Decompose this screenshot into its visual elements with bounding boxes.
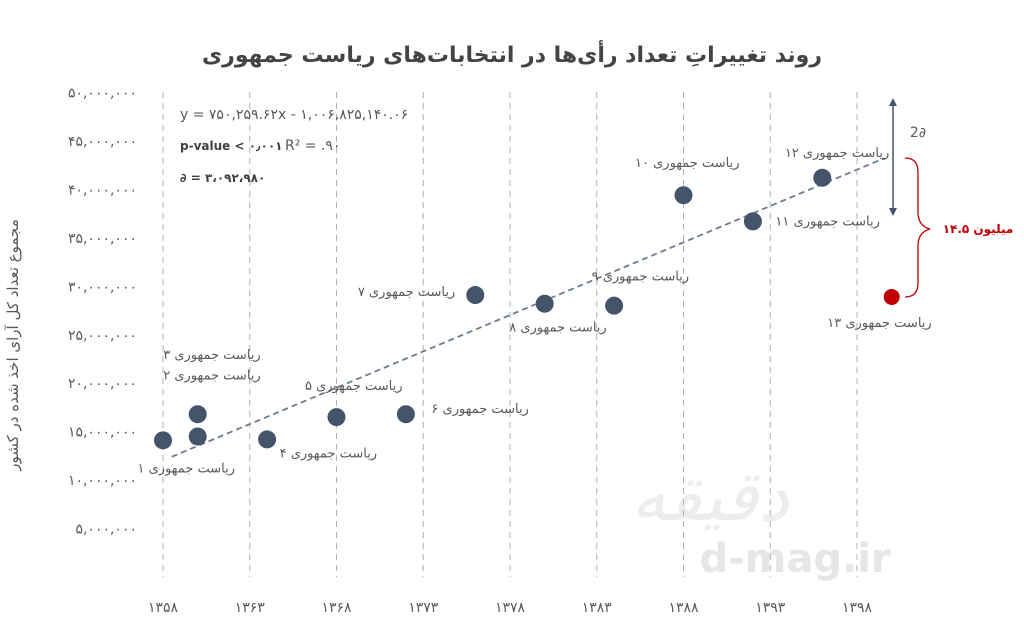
- gridlines: [162, 92, 858, 577]
- arrow-up-icon: [889, 98, 897, 106]
- data-point: [154, 431, 172, 450]
- watermark-logo: دقیقه: [631, 455, 791, 537]
- point-label: ریاست جمهوری ۱: [138, 461, 235, 476]
- gap-label: ۱۴.۵ میلیون: [943, 222, 1014, 237]
- gap-bracket: [904, 157, 931, 298]
- x-tick-label: ۱۳۹۳: [755, 600, 786, 616]
- x-tick-label: ۱۳۷۸: [495, 600, 526, 616]
- point-label: ریاست جمهوری ۶: [431, 402, 528, 417]
- data-point: [535, 294, 554, 313]
- point-label: ریاست جمهوری ۷: [358, 285, 455, 300]
- y-tick-labels: ۵,۰۰۰,۰۰۰ ۱۰,۰۰۰,۰۰۰ ۱۵,۰۰۰,۰۰۰ ۲۰,۰۰۰,۰۰۰ ۲…: [68, 86, 137, 538]
- point-label: ریاست جمهوری ۵: [305, 379, 402, 394]
- x-tick-labels: ۱۳۵۸ ۱۳۶۳ ۱۳۶۸ ۱۳۷۳ ۱۳۷۸ ۱۳۸۳ ۱۳۸۸ ۱۳۹۳ ۱۳۹۸: [148, 600, 873, 616]
- data-point: [674, 186, 693, 205]
- y-axis-label: مجموع تعداد کل آرای اخذ شده در کشور: [4, 219, 22, 471]
- p-value-label: p-value < ۰٫۰۰۱: [180, 139, 283, 153]
- data-points: [154, 168, 900, 450]
- data-point: [813, 168, 832, 187]
- data-point: [258, 430, 277, 449]
- x-tick-label: ۱۳۸۸: [668, 600, 699, 616]
- y-tick-label: ۵۰,۰۰۰,۰۰۰: [68, 86, 137, 102]
- point-label: ریاست جمهوری ۱۳: [827, 316, 931, 331]
- y-tick-label: ۱۵,۰۰۰,۰۰۰: [68, 425, 137, 441]
- x-tick-label: ۱۳۸۳: [582, 600, 613, 616]
- point-label: ریاست جمهوری ۸: [509, 321, 606, 336]
- highlight-point: [883, 288, 900, 305]
- y-tick-label: ۲۰,۰۰۰,۰۰۰: [68, 376, 137, 392]
- x-tick-label: ۱۳۶۳: [235, 600, 266, 616]
- y-tick-label: ۴۰,۰۰۰,۰۰۰: [68, 182, 137, 198]
- point-label: ریاست جمهوری ۱۲: [785, 146, 889, 161]
- two-sigma-label: 2∂: [910, 125, 926, 141]
- data-point: [396, 405, 415, 424]
- point-labels: ریاست جمهوری ۱ ریاست جمهوری ۲ ریاست جمهوری…: [138, 146, 932, 477]
- watermark-site: d-mag.ir: [699, 536, 890, 582]
- point-label: ریاست جمهوری ۳: [163, 348, 260, 363]
- y-tick-label: ۳۵,۰۰۰,۰۰۰: [68, 231, 137, 247]
- trend-equation: y = ۷۵۰,۲۵۹.۶۲x - ۱,۰۰۶,۸۲۵,۱۴۰.۰۶: [180, 107, 408, 123]
- y-tick-label: ۲۵,۰۰۰,۰۰۰: [68, 328, 137, 344]
- sigma-label: ∂ = ۳،۰۹۲،۹۸۰: [180, 171, 265, 185]
- x-tick-label: ۱۳۷۳: [408, 600, 439, 616]
- point-label: ریاست جمهوری ۹: [592, 270, 689, 285]
- y-tick-label: ۴۵,۰۰۰,۰۰۰: [68, 134, 137, 150]
- y-tick-label: ۳۰,۰۰۰,۰۰۰: [68, 279, 137, 295]
- point-label: ریاست جمهوری ۲: [163, 368, 260, 383]
- x-tick-label: ۱۳۵۸: [148, 600, 179, 616]
- point-label: ریاست جمهوری ۱۱: [775, 214, 879, 229]
- y-tick-label: ۱۰,۰۰۰,۰۰۰: [68, 473, 137, 489]
- data-point: [743, 212, 762, 231]
- data-point: [466, 286, 485, 305]
- data-point: [188, 427, 207, 446]
- chart-title: روند تغییراتِ تعداد رأی‌ها در انتخابات‌ه…: [202, 39, 822, 68]
- y-tick-label: ۵,۰۰۰,۰۰۰: [75, 522, 137, 538]
- data-point: [605, 296, 624, 315]
- point-label: ریاست جمهوری ۱۰: [635, 156, 739, 171]
- x-tick-label: ۱۳۶۸: [321, 600, 352, 616]
- trend-line: [171, 157, 886, 458]
- point-label: ریاست جمهوری ۴: [280, 446, 377, 461]
- x-tick-label: ۱۳۹۸: [842, 600, 873, 616]
- data-point: [327, 408, 346, 427]
- two-sigma-arrow: 2∂: [889, 98, 926, 216]
- data-point: [188, 405, 207, 424]
- r-squared-label: R² = .۹۰: [285, 138, 340, 154]
- arrow-down-icon: [889, 208, 897, 216]
